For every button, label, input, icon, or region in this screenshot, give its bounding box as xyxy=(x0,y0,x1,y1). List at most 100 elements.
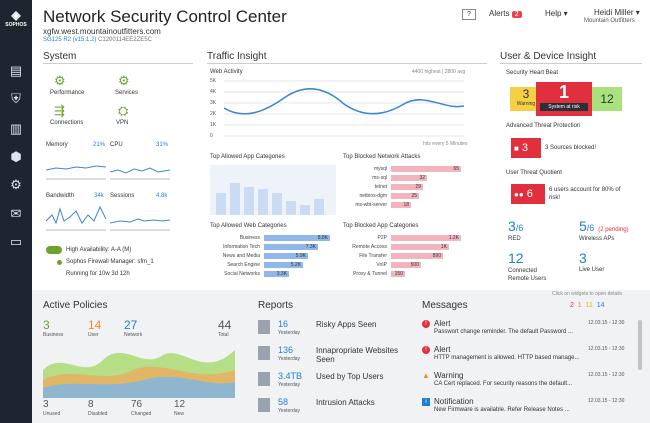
chart-bar: 7.3K xyxy=(264,244,318,250)
stat-changed[interactable]: 76 xyxy=(131,399,143,410)
risk-box: 1 System at risk xyxy=(536,82,592,116)
chart-bar xyxy=(300,205,310,215)
vpn-icon: ⛭ xyxy=(118,103,129,118)
stat-label: Total xyxy=(218,332,229,338)
help-menu[interactable]: Help ▾ xyxy=(545,9,568,18)
chart-bar xyxy=(244,187,254,215)
report-label[interactable]: Intrusion Attacks xyxy=(316,398,375,407)
red-count[interactable]: 3/6 xyxy=(508,218,524,234)
message-type[interactable]: Notification xyxy=(434,397,474,406)
live-count[interactable]: 3 xyxy=(579,250,587,266)
gear-icon[interactable]: ⚙ xyxy=(10,177,22,192)
wap-count[interactable]: 5/6 (2 pending) xyxy=(579,218,629,234)
ha-toggle[interactable] xyxy=(46,246,62,254)
chart-bar: 18 xyxy=(391,202,411,208)
report-sub: Yesterday xyxy=(278,330,301,336)
blocked-attacks-label: Top Blocked Network Attacks xyxy=(343,154,421,160)
utq-text: 6 users account for 80% of risk! xyxy=(549,187,621,201)
box-icon[interactable]: ⬢ xyxy=(10,149,22,164)
heartbeat-widget[interactable]: 3 Warning 1 System at risk 12 xyxy=(506,82,636,116)
blocked-attacks-chart[interactable]: mysql 65 ms-sql 32 telnet 29 netbios-dgm… xyxy=(343,166,483,216)
chart-bar: 5.9K xyxy=(264,253,308,259)
remote-count[interactable]: 12 xyxy=(508,250,524,266)
remote-label: Connected Remote Users xyxy=(508,268,547,282)
memory-value: 21% xyxy=(93,142,106,148)
report-sub: Yesterday xyxy=(278,356,301,362)
performance-label: Performance xyxy=(50,90,85,96)
services-label: Services xyxy=(115,90,139,96)
report-label[interactable]: Risky Apps Seen xyxy=(316,320,377,329)
stat-total[interactable]: 44 xyxy=(218,318,232,332)
help-icon-button[interactable]: ? xyxy=(462,9,476,20)
report-label[interactable]: Innapropriate Websites Seen xyxy=(316,346,399,364)
row-label: Search Engine xyxy=(227,262,260,268)
row-label: Social Networks xyxy=(224,271,260,277)
chart-bar: 32 xyxy=(391,175,427,181)
message-text[interactable]: New Firmware is available. Refer Release… xyxy=(434,407,570,413)
message-counts[interactable]: 2 1 11 14 xyxy=(570,302,605,309)
user-org: Mountain Outfitters xyxy=(584,18,635,24)
messages-scrollbar[interactable] xyxy=(638,320,642,370)
stat-disabled[interactable]: 8 xyxy=(88,399,94,410)
stat-business[interactable]: 3 xyxy=(43,318,50,332)
message-text[interactable]: Passwort change reminder. The default Pa… xyxy=(434,329,573,335)
message-text[interactable]: HTTP management is allowed. HTTP based m… xyxy=(434,355,580,361)
stat-user[interactable]: 14 xyxy=(88,318,102,332)
message-type[interactable]: Warning xyxy=(434,371,464,380)
info-icon: i xyxy=(422,398,430,406)
message-type[interactable]: Alert xyxy=(434,319,451,328)
atp-label: Advanced Threat Protection xyxy=(506,123,581,129)
user-name[interactable]: Heidi Miller ▾ xyxy=(594,8,640,17)
system-widgets[interactable]: ⚙ Performance ⚙ Services ⇶ Connections ⛭… xyxy=(50,73,190,133)
reports-list: 16 Yesterday Risky Apps Seen 136 Yesterd… xyxy=(258,318,408,418)
row-label: News and Media xyxy=(222,253,260,259)
sophos-logo: ◈ SOPHOS xyxy=(5,8,27,28)
stat-new[interactable]: 12 xyxy=(174,399,186,410)
report-value[interactable]: 3.4TB xyxy=(278,371,303,381)
manager-label: Sophos Firewall Manager: sfm_1 xyxy=(66,259,154,265)
report-value[interactable]: 58 xyxy=(278,397,289,407)
sessions-chart[interactable] xyxy=(110,201,170,231)
ytick: 2K xyxy=(210,111,217,117)
chart-bar: 500 xyxy=(391,262,421,268)
cpu-chart[interactable] xyxy=(110,150,170,180)
utq-badge[interactable]: ●● 6 xyxy=(511,184,545,204)
wallet-icon[interactable]: ▭ xyxy=(9,234,23,249)
y-axis: 5K 4K 3K 2K 1K 0 xyxy=(210,78,230,140)
chart-bar: 65 xyxy=(391,166,461,172)
reports-icon[interactable]: ▥ xyxy=(9,121,23,136)
alerts-button[interactable]: Alerts 2 xyxy=(489,9,522,18)
bandwidth-value: 34k xyxy=(94,193,104,199)
report-value[interactable]: 16 xyxy=(278,319,289,329)
blocked-app-chart[interactable]: P2P 1.2K Remote Access 1K File Transfer … xyxy=(343,235,483,285)
atp-badge[interactable]: ■ 3 xyxy=(511,138,541,158)
report-icon xyxy=(258,372,270,386)
stat-network[interactable]: 27 xyxy=(124,318,138,332)
stat-unused[interactable]: 3 xyxy=(43,399,49,410)
sessions-value: 4.8k xyxy=(156,193,168,199)
memory-chart[interactable] xyxy=(46,150,106,180)
monitor-icon[interactable]: ▤ xyxy=(9,63,23,78)
sidebar: ◈ SOPHOS ▤ ⛨ ▥ ⬢ ⚙ ✉ ▭ xyxy=(0,0,32,423)
system-title: System xyxy=(43,51,77,62)
message-text[interactable]: CA Cert replaced. For security reasons t… xyxy=(434,381,573,387)
shield-icon[interactable]: ⛨ xyxy=(11,91,21,106)
message-type[interactable]: Alert xyxy=(434,345,451,354)
memory-label: Memory xyxy=(46,142,68,148)
bandwidth-chart[interactable] xyxy=(46,201,106,231)
stat-label: Network xyxy=(124,332,143,338)
mail-icon[interactable]: ✉ xyxy=(10,206,22,221)
chart-bar: 25 xyxy=(391,193,419,199)
blocked-app-label: Top Blocked App Categories xyxy=(343,223,419,229)
report-value[interactable]: 136 xyxy=(278,345,294,355)
web-activity-chart[interactable] xyxy=(224,78,464,140)
app-cat-chart[interactable] xyxy=(210,165,336,215)
web-cat-chart[interactable]: Business 8.8K Information Tech 7.3K News… xyxy=(210,235,340,285)
policies-chart[interactable] xyxy=(43,340,235,398)
stat-label: New xyxy=(174,411,185,417)
info-count: 14 xyxy=(596,302,605,309)
click-hint: Click on widgets to open details xyxy=(552,291,623,297)
vpn-label: VPN xyxy=(116,120,129,126)
chart-bar: 890 xyxy=(391,253,443,259)
report-label[interactable]: Used by Top Users xyxy=(316,372,384,381)
